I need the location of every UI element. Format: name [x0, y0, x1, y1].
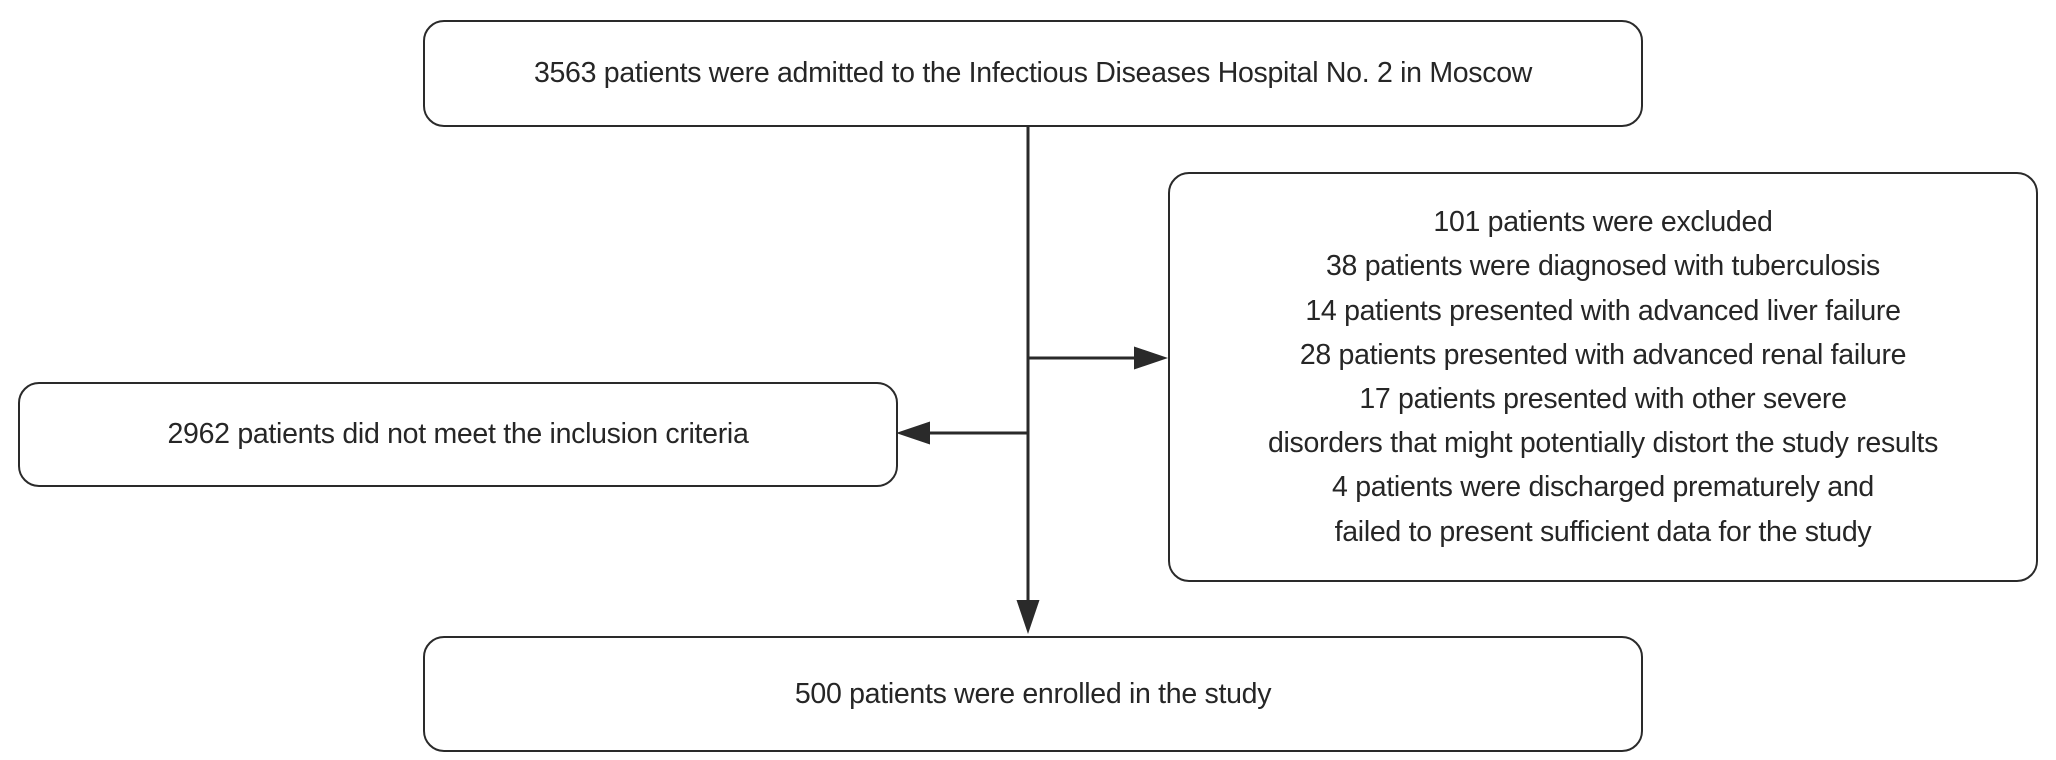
node-excluded-line: 4 patients were discharged prematurely a… — [1332, 471, 1874, 504]
node-excluded-line: disorders that might potentially distort… — [1267, 427, 1939, 460]
arrowhead-left-icon — [896, 421, 930, 445]
node-enrolled-text: 500 patients were enrolled in the study — [794, 677, 1272, 710]
arrowhead-down-icon — [1016, 600, 1040, 634]
node-enrolled: 500 patients were enrolled in the study — [423, 636, 1643, 752]
node-excluded-line: 14 patients presented with advanced live… — [1305, 294, 1901, 327]
node-excluded-line: 101 patients were excluded — [1433, 206, 1773, 239]
node-not-included: 2962 patients did not meet the inclusion… — [18, 382, 898, 487]
arrowhead-right-icon — [1134, 346, 1168, 370]
node-excluded-line: 38 patients were diagnosed with tubercul… — [1326, 250, 1880, 283]
node-admitted-text: 3563 patients were admitted to the Infec… — [533, 57, 1533, 90]
node-excluded-line: 28 patients presented with advanced rena… — [1299, 338, 1907, 371]
node-excluded: 101 patients were excluded 38 patients w… — [1168, 172, 2038, 582]
node-not-included-text: 2962 patients did not meet the inclusion… — [167, 418, 749, 451]
node-excluded-line: failed to present sufficient data for th… — [1334, 515, 1872, 548]
node-excluded-line: 17 patients presented with other severe — [1359, 383, 1847, 415]
node-admitted: 3563 patients were admitted to the Infec… — [423, 20, 1643, 127]
